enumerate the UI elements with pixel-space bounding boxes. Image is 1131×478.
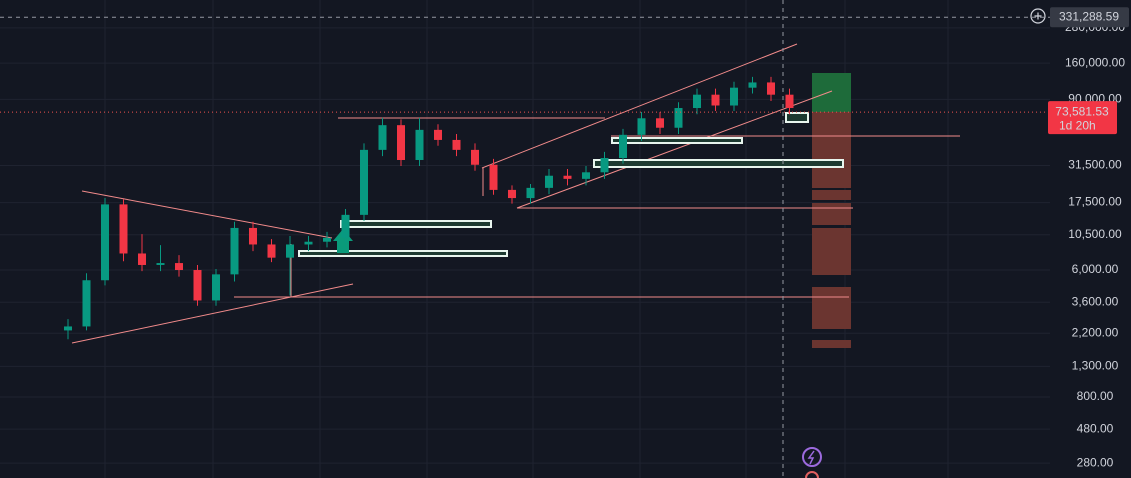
candle-body bbox=[748, 82, 757, 88]
countdown: 1d 20h bbox=[1059, 118, 1096, 132]
candle-body bbox=[193, 270, 202, 301]
candle-body bbox=[674, 108, 683, 128]
candle-body bbox=[730, 87, 738, 106]
candle-body bbox=[230, 227, 239, 275]
last-price-box bbox=[1048, 101, 1117, 135]
candle-body bbox=[563, 175, 572, 179]
add-icon bbox=[1034, 12, 1042, 20]
candle-body bbox=[119, 204, 128, 254]
y-tick-label: 6,000.00 bbox=[1072, 262, 1119, 276]
candle-body bbox=[341, 214, 350, 238]
y-tick-label: 1,300.00 bbox=[1072, 359, 1119, 373]
candle-body bbox=[785, 94, 794, 109]
candle-body bbox=[489, 164, 498, 190]
candle-body bbox=[582, 172, 590, 179]
candle-body bbox=[82, 280, 91, 327]
candle-body bbox=[360, 149, 368, 215]
y-tick-label: 17,500.00 bbox=[1068, 195, 1122, 209]
y-tick-label: 160,000.00 bbox=[1065, 55, 1125, 69]
y-tick-label: 10,500.00 bbox=[1068, 227, 1122, 241]
icon bbox=[802, 447, 822, 478]
y-tick-label: 480.00 bbox=[1077, 421, 1114, 435]
candle-body bbox=[175, 263, 183, 271]
candle-body bbox=[434, 129, 442, 140]
axis-background bbox=[1050, 0, 1131, 478]
time-grid bbox=[104, 0, 949, 478]
candle-body bbox=[156, 263, 165, 265]
candle-body bbox=[711, 94, 720, 106]
candle-body bbox=[415, 129, 424, 160]
candle-body bbox=[64, 326, 72, 331]
candle-body bbox=[249, 227, 257, 245]
candle-body bbox=[452, 139, 461, 150]
candle-body bbox=[138, 253, 146, 265]
add-button[interactable] bbox=[1030, 8, 1046, 24]
price-grid bbox=[0, 27, 1050, 464]
last-price-label: 73,581.53 bbox=[1055, 104, 1109, 118]
candle-body bbox=[619, 134, 627, 159]
candle-body bbox=[286, 244, 294, 258]
price-axis: 280.00 480.00 800.00 1,300.00 2,200.00 3,600.… bbox=[1048, 0, 1131, 478]
candle-body bbox=[767, 82, 775, 95]
y-tick-label: 280.00 bbox=[1077, 455, 1114, 469]
drawings bbox=[71, 43, 960, 344]
candles bbox=[64, 76, 794, 340]
candle-body bbox=[397, 125, 405, 160]
y-tick-label: 3,600.00 bbox=[1072, 294, 1119, 308]
candle-body bbox=[471, 149, 479, 165]
candle-body bbox=[267, 244, 276, 258]
crosshair-price-box bbox=[1050, 7, 1129, 28]
position-tool bbox=[812, 73, 851, 348]
candle-body bbox=[212, 274, 220, 301]
candle-body bbox=[656, 118, 664, 128]
candle-body bbox=[693, 94, 701, 109]
candle-body bbox=[304, 241, 313, 245]
y-tick-label: 2,200.00 bbox=[1072, 325, 1119, 339]
y-tick-label: 800.00 bbox=[1077, 389, 1114, 403]
candle-body bbox=[101, 204, 109, 281]
candle-body bbox=[323, 237, 331, 242]
candle-body bbox=[545, 175, 553, 188]
candle-body bbox=[378, 125, 387, 150]
crosshair-price-label: 331,288.59 bbox=[1059, 9, 1119, 23]
candle-body bbox=[600, 158, 609, 173]
candle-body bbox=[526, 187, 535, 199]
y-tick-label: 31,500.00 bbox=[1068, 158, 1122, 172]
candle-body bbox=[508, 189, 516, 199]
candle-body bbox=[637, 118, 646, 135]
